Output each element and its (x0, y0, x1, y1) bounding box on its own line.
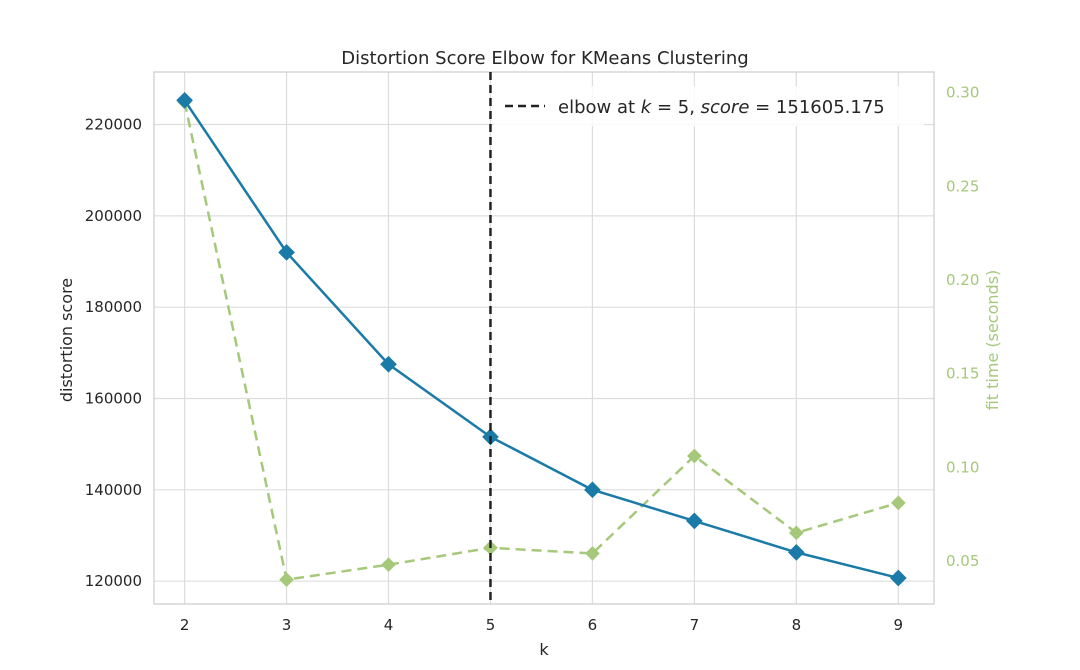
x-axis-ticks: 2 3 4 5 6 7 8 9 (180, 616, 903, 634)
fit-time-point (687, 448, 702, 464)
fit-time-point (585, 546, 600, 561)
distortion-point (380, 355, 397, 373)
distortion-point (176, 91, 193, 109)
y2-tick-label: 0.20 (946, 271, 979, 289)
legend: elbow at k = 5, score = 151605.175 (494, 86, 924, 126)
x-tick-label: 3 (282, 616, 292, 634)
distortion-point (584, 481, 601, 499)
x-tick-label: 6 (588, 616, 598, 634)
x-tick-label: 5 (486, 616, 496, 634)
grid (154, 72, 934, 604)
y2-tick-label: 0.10 (946, 458, 979, 476)
y2-tick-label: 0.15 (946, 365, 979, 383)
y2-tick-label: 0.25 (946, 177, 979, 195)
chart-title: Distortion Score Elbow for KMeans Cluste… (341, 48, 748, 69)
x-tick-label: 9 (894, 616, 904, 634)
legend-elbow-label: elbow at k = 5, score = 151605.175 (558, 97, 885, 118)
fit-time-point (279, 572, 294, 587)
y-tick-label: 140000 (85, 481, 142, 499)
fit-time-point (381, 557, 396, 573)
fit-time-line (183, 101, 899, 581)
y-axis-ticks: 120000 140000 160000 180000 200000 220000 (85, 116, 142, 591)
y-axis-label: distortion score (57, 278, 76, 402)
y-tick-label: 180000 (85, 298, 142, 316)
y-tick-label: 220000 (85, 116, 142, 134)
fit-time-point (890, 495, 906, 511)
y2-axis-ticks: 0.05 0.10 0.15 0.20 0.25 0.30 (946, 84, 979, 570)
legend-box (494, 86, 924, 126)
distortion-point (788, 544, 805, 561)
x-tick-label: 8 (792, 616, 802, 634)
y-tick-label: 160000 (85, 390, 142, 408)
x-axis-label: k (539, 640, 549, 659)
distortion-point (889, 569, 907, 587)
y2-tick-label: 0.30 (946, 84, 979, 102)
distortion-point (278, 244, 295, 261)
y2-axis-label: fit time (seconds) (983, 270, 1002, 411)
x-tick-label: 4 (384, 616, 394, 634)
x-tick-label: 7 (690, 616, 700, 634)
y2-tick-label: 0.05 (946, 552, 979, 570)
y-tick-label: 200000 (85, 207, 142, 225)
series (176, 72, 907, 604)
distortion-point (686, 512, 703, 530)
plot-frame (153, 71, 935, 605)
y-tick-label: 120000 (85, 572, 142, 590)
distortion-line (183, 99, 899, 580)
x-tick-label: 2 (180, 616, 190, 634)
fit-time-point (789, 525, 804, 541)
